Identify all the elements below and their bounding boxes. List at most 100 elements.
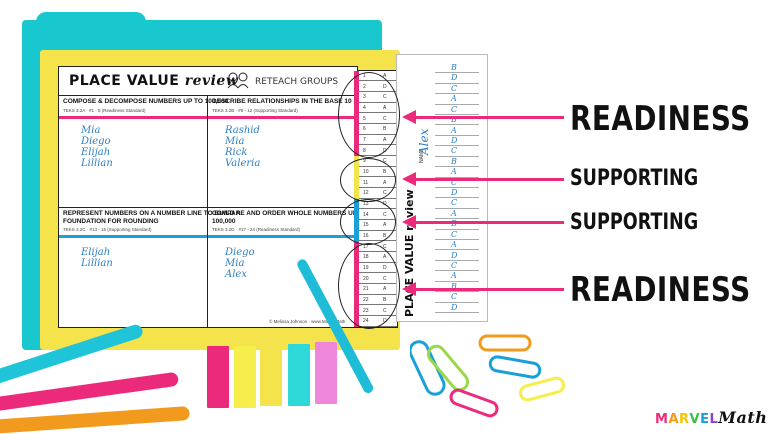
student-answer: D	[451, 302, 458, 312]
arrow	[414, 116, 564, 119]
cell-heading: DESCRIBE RELATIONSHIPS IN THE BASE 10 SY…	[212, 98, 381, 105]
supporting-bar	[208, 116, 357, 119]
student-answer: D	[451, 188, 458, 197]
student-answer: B	[451, 63, 457, 72]
student-names: Diego Mia Alex	[225, 247, 255, 280]
group-circle	[338, 243, 400, 329]
student-answer-sheet: PLACE VALUE review NAME Alex B D C A C B A D C B A C D C…	[396, 54, 488, 322]
student-answer: B	[451, 281, 457, 291]
student-answer-row: A	[435, 167, 479, 178]
student-answer: A	[451, 167, 457, 177]
student-answer: C	[451, 229, 458, 239]
student-answer-row: C	[435, 229, 479, 241]
student-name: Alex	[417, 128, 431, 155]
student-answer: B	[451, 156, 457, 166]
cell-subheading: TEKS 3.2D · #17 - 24 (Readiness Standard…	[212, 227, 301, 232]
answer-letter: C	[383, 158, 387, 165]
worksheet-footer: © Melissa Johnson · www.MarvelMath	[269, 319, 346, 324]
worksheet-title: PLACE VALUE review	[69, 73, 238, 89]
marvel-math-logo: MARVELMath	[655, 408, 767, 427]
logo-letter: R	[679, 412, 690, 427]
student-answer-row: A	[435, 208, 479, 220]
supporting-bar	[59, 235, 207, 238]
student-answer: D	[451, 73, 458, 83]
student-answer-row: C	[435, 83, 479, 95]
label-supporting-1: SUPPORTING	[570, 166, 699, 191]
student-answer-row: C	[435, 178, 479, 188]
divider	[59, 95, 357, 96]
student-answer: C	[451, 83, 458, 93]
cell-subheading: TEKS 3.2B · #9 - 12 (Supporting Standard…	[212, 108, 298, 113]
student-answer: C	[451, 177, 458, 187]
student-answer: A	[451, 208, 457, 218]
student-answer-row: B	[435, 281, 479, 293]
sticky-flag	[315, 342, 337, 404]
student-answer: A	[451, 271, 457, 281]
student-answer: C	[451, 260, 458, 270]
student-answer-row: D	[435, 251, 479, 261]
group-circle	[340, 199, 396, 245]
paperclips-icon	[410, 334, 565, 418]
sticky-flag	[288, 344, 310, 406]
answer-letter: C	[383, 243, 387, 250]
student-answer: C	[451, 146, 458, 156]
label-supporting-2: SUPPORTING	[570, 210, 699, 235]
student-answer-row: C	[435, 198, 479, 209]
cell-subheading: TEKS 3.2C · #13 - 16 (Supporting Standar…	[63, 227, 152, 232]
student-answer: D	[451, 250, 458, 260]
student-answer-row: C	[435, 292, 479, 303]
arrow	[414, 221, 564, 224]
student-answer-row: B	[435, 156, 479, 168]
student-answer-row: B	[435, 115, 479, 126]
student-answer-row: A	[435, 94, 479, 105]
arrow-head-icon	[402, 215, 416, 229]
sticky-flag	[260, 344, 282, 406]
divider	[207, 95, 208, 327]
student-answer-row: D	[435, 135, 479, 147]
student-answer-row: D	[435, 303, 479, 313]
student-answer: D	[451, 135, 458, 145]
student-answer: A	[451, 125, 457, 135]
student-answer-row: A	[435, 240, 479, 251]
student-names: Rashid Mia Rick Valeria	[225, 125, 261, 169]
student-answer: B	[451, 115, 457, 125]
student-answer-row: A	[435, 271, 479, 282]
orange-pen	[0, 406, 191, 434]
student-answer: C	[451, 198, 458, 208]
divider	[59, 207, 357, 208]
student-answer: A	[451, 240, 457, 250]
logo-letter: M	[655, 412, 669, 427]
pink-pen	[0, 371, 180, 412]
student-answer-row: B	[435, 63, 479, 74]
logo-letter: V	[689, 412, 701, 427]
arrow-head-icon	[402, 172, 416, 186]
arrow-head-icon	[402, 110, 416, 124]
group-circle	[338, 72, 400, 158]
logo-math: Math	[718, 408, 768, 427]
group-circle	[340, 158, 396, 202]
arrow	[414, 178, 564, 181]
readiness-bar	[208, 235, 357, 238]
kids-icon	[227, 72, 249, 89]
student-answer: A	[451, 94, 457, 104]
student-answer: C	[451, 292, 458, 302]
reteach-groups-label: RETEACH GROUPS	[255, 77, 339, 87]
student-names: Elijah Lillian	[81, 247, 113, 269]
label-readiness-top: READINESS	[570, 99, 751, 139]
arrow	[414, 288, 564, 291]
student-answer-row: D	[435, 188, 479, 199]
readiness-bar	[59, 116, 207, 119]
worksheet-title-main: PLACE VALUE	[69, 73, 180, 89]
student-answer-row: A	[435, 126, 479, 136]
arrow-head-icon	[402, 282, 416, 296]
student-answer-row: C	[435, 104, 479, 116]
logo-letter: E	[700, 412, 710, 427]
student-answer-row: C	[435, 146, 479, 157]
worksheet-title-script: review	[184, 73, 239, 89]
sticky-flag	[234, 346, 256, 408]
student-answer-row: D	[435, 73, 479, 84]
logo-letter: L	[709, 412, 719, 427]
cell-subheading: TEKS 3.2A · #1 - 8 (Readiness Standard)	[63, 108, 146, 113]
student-answer: C	[451, 104, 458, 114]
student-sheet-title: PLACE VALUE review	[403, 189, 416, 317]
